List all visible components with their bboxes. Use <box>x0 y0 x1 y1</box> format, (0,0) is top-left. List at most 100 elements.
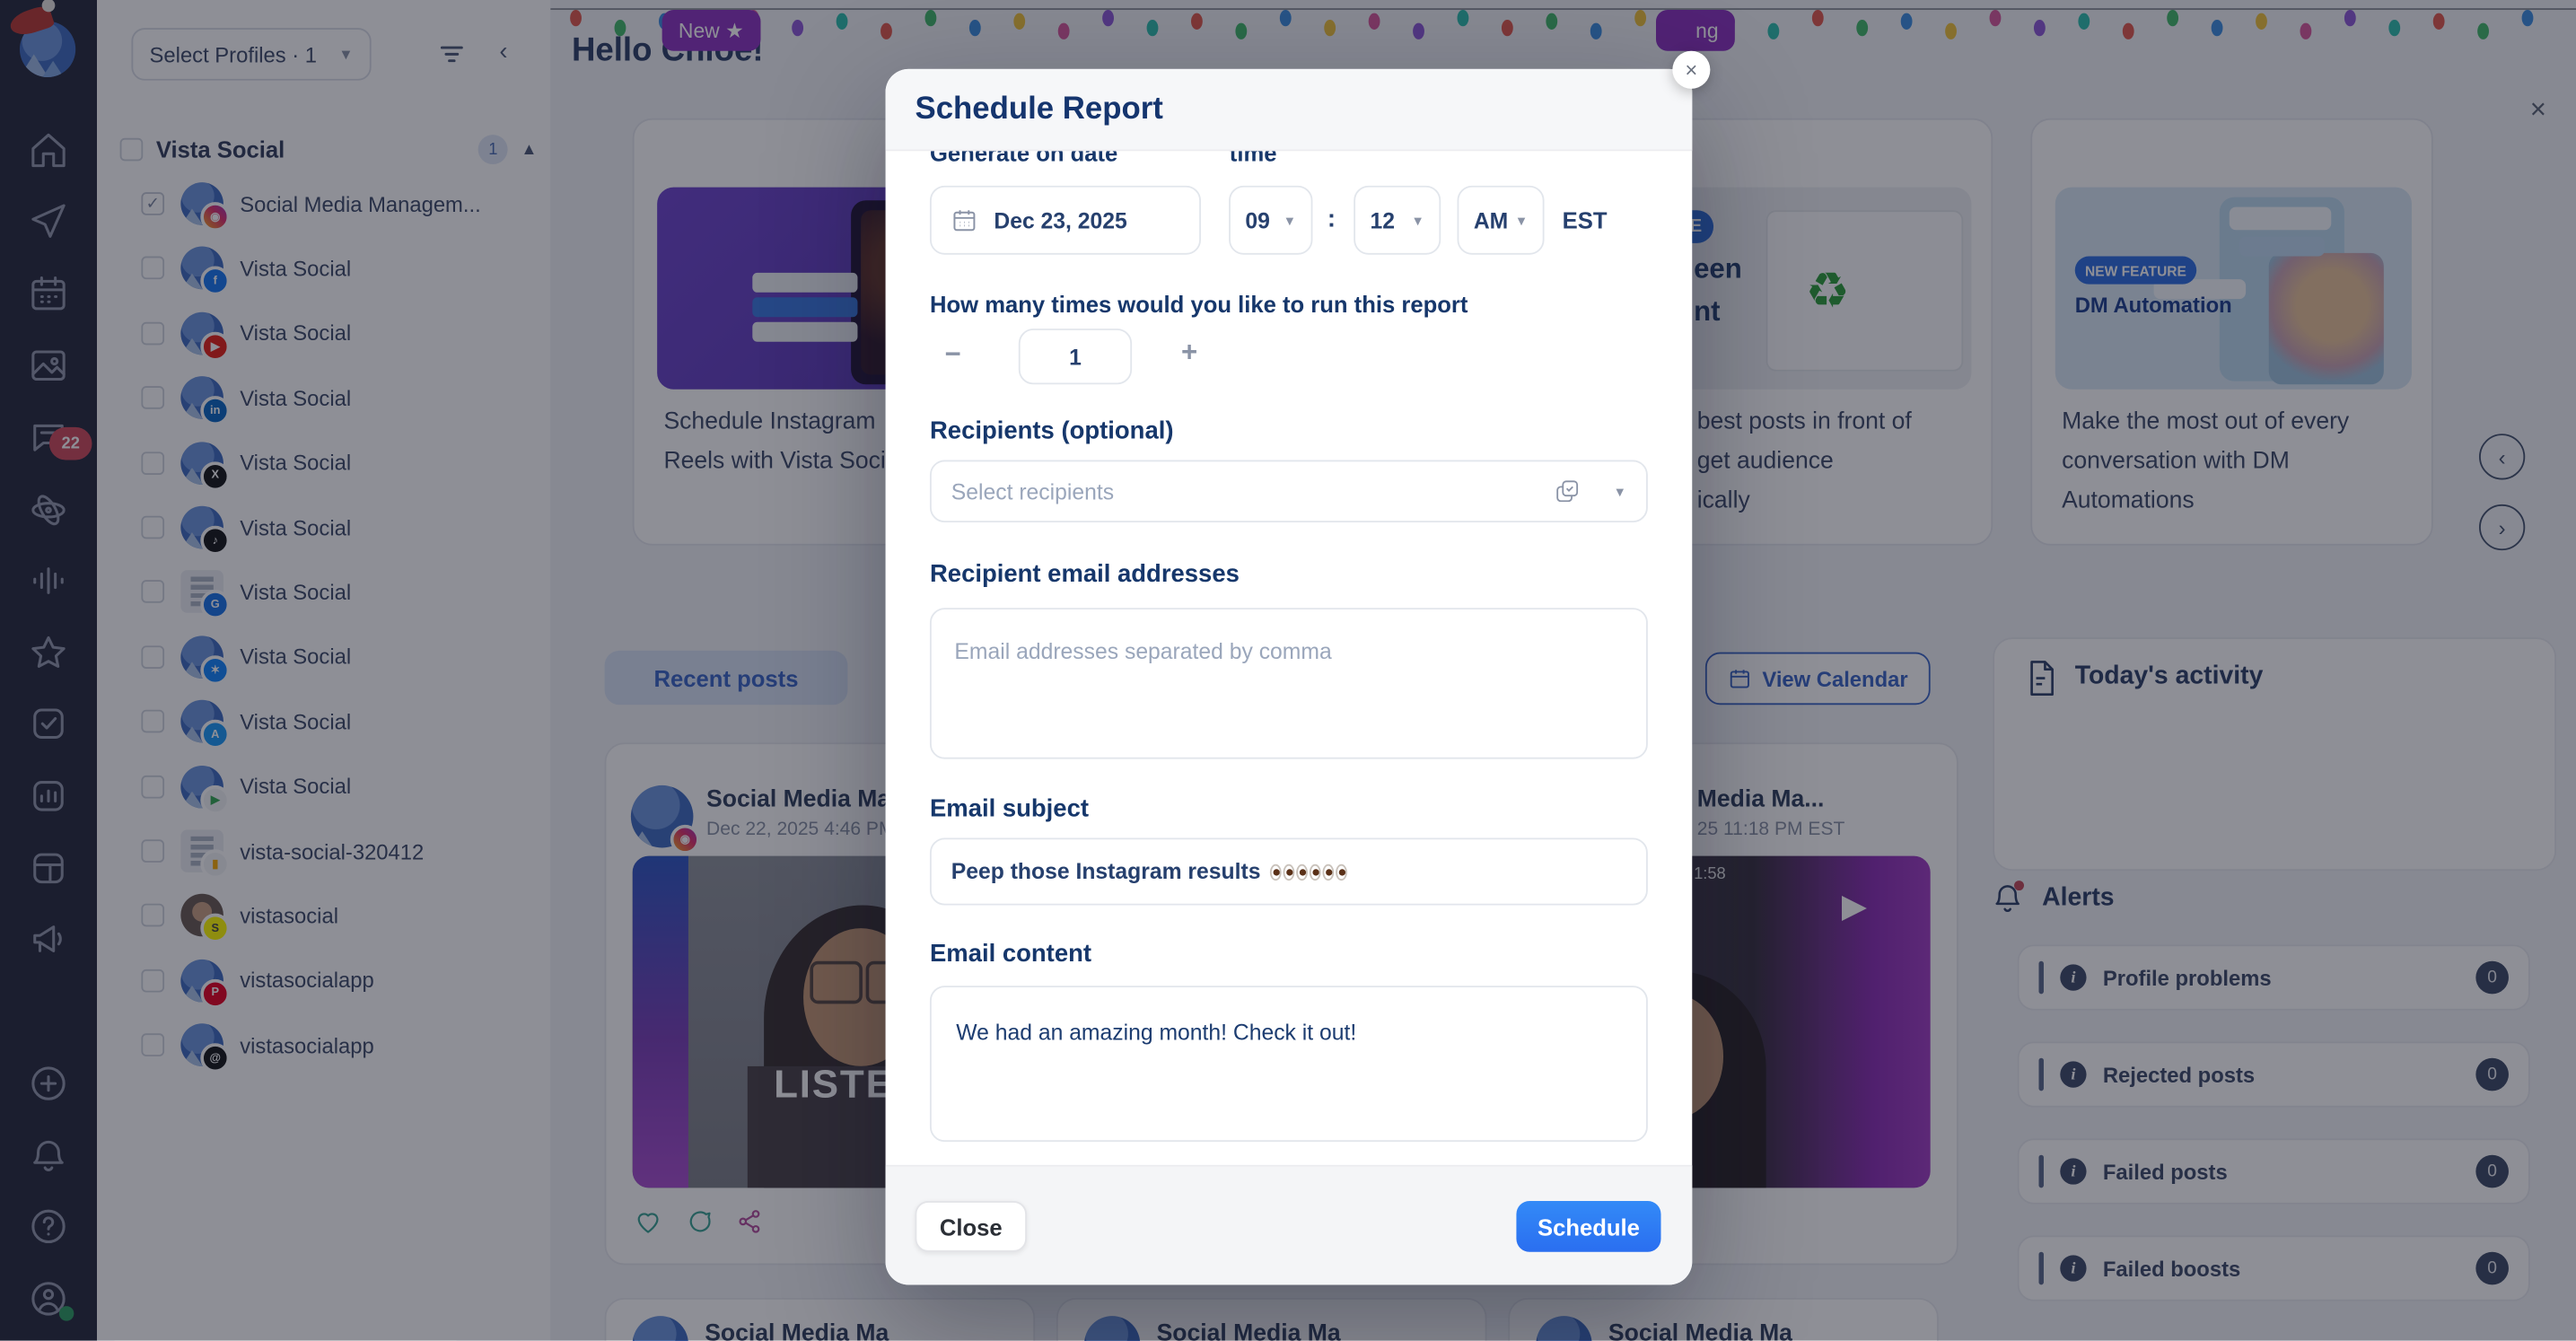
listening-icon[interactable] <box>28 489 69 530</box>
publish-send-icon[interactable] <box>28 200 69 241</box>
carousel-next-button[interactable]: › <box>2479 504 2526 551</box>
profile-list-item-google-play[interactable]: ▶ Vista Social <box>141 753 543 819</box>
share-icon[interactable] <box>736 1207 764 1235</box>
alert-row[interactable]: i Failed boosts 0 <box>2017 1235 2530 1302</box>
help-icon[interactable] <box>28 1205 69 1247</box>
media-library-icon[interactable] <box>28 345 69 386</box>
info-icon: i <box>2060 1158 2087 1185</box>
alert-label: Profile problems <box>2102 965 2272 990</box>
profile-checkbox[interactable] <box>141 968 165 993</box>
profile-list-item-google-analytics[interactable]: ▮ vista-social-320412 <box>141 819 543 884</box>
close-icon[interactable]: × <box>1672 50 1711 89</box>
schedule-button[interactable]: Schedule <box>1516 1200 1661 1252</box>
profile-checkbox[interactable]: ✓ <box>141 192 165 215</box>
profile-list-item-linkedin[interactable]: in Vista Social <box>141 365 543 431</box>
profile-list-item-threads[interactable]: @ vistasocialapp <box>141 1012 543 1078</box>
meridiem-select[interactable]: AM ▼ <box>1457 185 1545 255</box>
tasks-icon[interactable] <box>28 703 69 744</box>
x-badge-icon: X <box>200 460 231 491</box>
chevron-down-icon: ▼ <box>1514 213 1529 228</box>
profile-checkbox[interactable] <box>141 257 165 280</box>
trending-badge-fragment: ng <box>1655 9 1735 51</box>
signals-icon[interactable] <box>28 560 69 601</box>
group-checkbox[interactable] <box>119 137 144 162</box>
email-subject-input[interactable]: Peep those Instagram results <box>929 837 1648 906</box>
profile-checkbox[interactable] <box>141 839 165 863</box>
profile-checkbox[interactable] <box>141 644 165 669</box>
recipient-emails-textarea[interactable]: Email addresses separated by comma <box>929 608 1648 759</box>
close-button[interactable]: Close <box>915 1200 1027 1252</box>
alert-row[interactable]: i Profile problems 0 <box>2017 944 2530 1011</box>
collapse-sidebar-icon[interactable]: ‹ <box>499 38 508 66</box>
post-card-partial[interactable]: Social Media Ma <box>1056 1297 1487 1341</box>
post-card-partial[interactable]: Social Media Ma <box>604 1297 1036 1341</box>
profile-list-item-x[interactable]: X Vista Social <box>141 430 543 495</box>
reports-icon[interactable] <box>28 776 69 817</box>
profile-list-item-google-business[interactable]: G Vista Social <box>141 559 543 625</box>
alert-accent-bar <box>2038 960 2044 995</box>
home-icon[interactable] <box>28 130 69 171</box>
select-all-icon[interactable] <box>1555 478 1581 504</box>
alert-row[interactable]: i Rejected posts 0 <box>2017 1041 2530 1108</box>
info-icon: i <box>2060 1061 2087 1088</box>
run-count-input[interactable]: 1 <box>1018 329 1133 385</box>
profile-checkbox[interactable] <box>141 580 165 604</box>
profile-list-item-tiktok[interactable]: ♪ Vista Social <box>141 495 543 560</box>
profile-group-row[interactable]: Vista Social 1 ▲ <box>119 131 538 167</box>
recipients-select[interactable]: Select recipients ▼ <box>929 460 1648 523</box>
decrement-button[interactable]: − <box>944 338 961 370</box>
alert-accent-bar <box>2038 1251 2044 1285</box>
calendar-icon[interactable] <box>28 273 69 314</box>
profile-checkbox[interactable] <box>141 515 165 539</box>
alerts-header: Alerts <box>1993 877 2556 920</box>
alert-row[interactable]: i Failed posts 0 <box>2017 1138 2530 1205</box>
profile-checkbox[interactable] <box>141 775 165 798</box>
bluesky-badge-icon: ✶ <box>200 654 231 685</box>
profile-checkbox[interactable] <box>141 386 165 410</box>
email-content-textarea[interactable]: We had an amazing month! Check it out! <box>929 986 1648 1143</box>
profile-list-item-app-store[interactable]: A Vista Social <box>141 688 543 754</box>
profile-checkbox[interactable] <box>141 1033 165 1057</box>
dismiss-banner-icon[interactable]: × <box>2529 93 2546 126</box>
like-icon[interactable] <box>635 1207 662 1235</box>
play-icon[interactable]: ▶ <box>1841 889 1868 925</box>
profile-list-item-snapchat[interactable]: S vistasocial <box>141 883 543 949</box>
carousel-prev-button[interactable]: ‹ <box>2479 434 2526 480</box>
tab-recent-posts[interactable]: Recent posts <box>604 650 848 706</box>
profile-list-item-facebook[interactable]: f Vista Social <box>141 235 543 301</box>
profile-checkbox[interactable] <box>141 710 165 733</box>
reviews-star-icon[interactable] <box>28 633 69 674</box>
create-plus-icon[interactable] <box>28 1063 69 1104</box>
notifications-bell-icon[interactable] <box>28 1135 69 1177</box>
new-feature-pill: NEW FEATURE <box>2074 256 2197 285</box>
profile-selector-dropdown[interactable]: Select Profiles · 1 ▼ <box>131 28 372 81</box>
meridiem-value: AM <box>1473 207 1509 232</box>
alert-accent-bar <box>2038 1154 2044 1188</box>
increment-button[interactable]: + <box>1181 337 1198 368</box>
advocacy-megaphone-icon[interactable] <box>28 918 69 960</box>
account-avatar-icon[interactable] <box>28 1278 69 1319</box>
comment-icon[interactable] <box>685 1207 713 1235</box>
minute-select[interactable]: 12 ▼ <box>1354 185 1441 255</box>
filter-icon[interactable] <box>437 39 467 69</box>
profile-list-item-youtube[interactable]: ▶ Vista Social <box>141 301 543 366</box>
new-badge: New ★ <box>662 9 760 51</box>
profile-list-item-pinterest[interactable]: P vistasocialapp <box>141 948 543 1013</box>
instagram-badge-icon: ◉ <box>200 202 231 232</box>
view-calendar-button[interactable]: View Calendar <box>1704 652 1931 706</box>
recipient-emails-placeholder: Email addresses separated by comma <box>954 639 1332 664</box>
post-card-partial[interactable]: Social Media Ma <box>1508 1297 1939 1341</box>
calendar-icon <box>953 210 976 232</box>
promo-image-dm: NEW FEATURE DM Automation <box>2055 187 2412 390</box>
profile-checkbox[interactable] <box>141 904 165 928</box>
date-picker-field[interactable]: Dec 23, 2025 <box>929 185 1201 255</box>
recipients-placeholder: Select recipients <box>951 478 1115 504</box>
hour-select[interactable]: 09 ▼ <box>1229 185 1313 255</box>
profile-checkbox[interactable] <box>141 321 165 346</box>
promo-card-dm-automation[interactable]: NEW FEATURE DM Automation Make the most … <box>2030 118 2433 546</box>
chevron-up-icon[interactable]: ▲ <box>521 140 538 159</box>
profile-checkbox[interactable] <box>141 451 165 475</box>
planner-icon[interactable] <box>28 847 69 889</box>
profile-list-item-bluesky[interactable]: ✶ Vista Social <box>141 624 543 689</box>
profile-list-item-instagram[interactable]: ✓ ◉ Social Media Managem... <box>141 171 543 236</box>
